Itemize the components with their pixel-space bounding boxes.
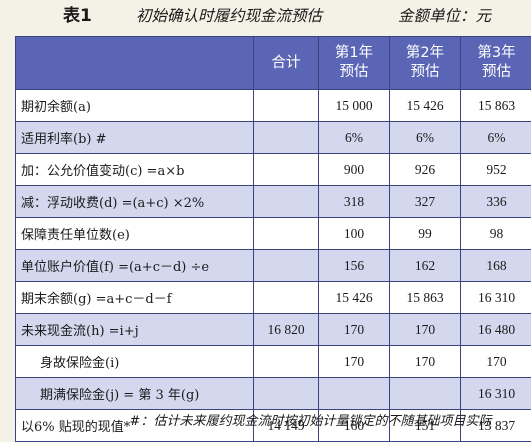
header-row: 合计 第1年 预估 第2年 预估 第3年 预估 xyxy=(16,37,531,90)
cell-year2: 327 xyxy=(390,186,461,218)
cell-year3: 170 xyxy=(461,346,531,378)
cell-year1: 156 xyxy=(319,250,390,282)
cell-year2: 162 xyxy=(390,250,461,282)
row-label: 减：浮动收费(d) =(a+c) ×2% xyxy=(16,186,254,218)
footnote: #：估计未来履约现金流时按初始计量锁定的不随基础项目实际 xyxy=(0,410,531,429)
table-row: 期满保险金(j) = 第 3 年(g) 16 310 xyxy=(16,378,531,410)
row-label: 期初余额(a) xyxy=(16,90,254,122)
cell-year1: 6% xyxy=(319,122,390,154)
cell-year2: 926 xyxy=(390,154,461,186)
cell-year3: 16 480 xyxy=(461,314,531,346)
cell-total xyxy=(254,122,319,154)
cell-year3: 336 xyxy=(461,186,531,218)
row-label: 期末余额(g) =a+c－d－f xyxy=(16,282,254,314)
cell-year2: 15 863 xyxy=(390,282,461,314)
row-label: 适用利率(b) # xyxy=(16,122,254,154)
cell-year3: 6% xyxy=(461,122,531,154)
cell-total xyxy=(254,346,319,378)
cell-year3: 16 310 xyxy=(461,378,531,410)
table-title: 初始确认时履约现金流预估 xyxy=(136,0,322,32)
row-label: 单位账户价值(f) =(a+c－d) ÷e xyxy=(16,250,254,282)
cell-year2: 99 xyxy=(390,218,461,250)
cell-total xyxy=(254,154,319,186)
cell-year1 xyxy=(319,378,390,410)
cell-year3: 952 xyxy=(461,154,531,186)
cell-year3: 168 xyxy=(461,250,531,282)
cell-total xyxy=(254,90,319,122)
row-label: 期满保险金(j) = 第 3 年(g) xyxy=(16,378,254,410)
cell-year3: 16 310 xyxy=(461,282,531,314)
cell-total xyxy=(254,282,319,314)
cell-year2: 170 xyxy=(390,314,461,346)
cell-year2: 170 xyxy=(390,346,461,378)
table-caption: 表1 初始确认时履约现金流预估 金额单位：元 xyxy=(0,0,531,32)
cell-total xyxy=(254,250,319,282)
table-row: 适用利率(b) #6%6%6% xyxy=(16,122,531,154)
header-total: 合计 xyxy=(254,37,319,90)
header-year1: 第1年 预估 xyxy=(319,37,390,90)
header-year2: 第2年 预估 xyxy=(390,37,461,90)
row-label: 未来现金流(h) =i+j xyxy=(16,314,254,346)
cell-year2: 6% xyxy=(390,122,461,154)
amount-unit: 金额单位：元 xyxy=(398,0,491,32)
row-label: 保障责任单位数(e) xyxy=(16,218,254,250)
row-label: 加：公允价值变动(c) =a×b xyxy=(16,154,254,186)
cell-total xyxy=(254,186,319,218)
cell-year2: 15 426 xyxy=(390,90,461,122)
header-year3: 第3年 预估 xyxy=(461,37,531,90)
table-number: 表1 xyxy=(63,0,92,32)
cell-total xyxy=(254,378,319,410)
row-label: 身故保险金(i) xyxy=(16,346,254,378)
cell-total xyxy=(254,218,319,250)
cell-year3: 98 xyxy=(461,218,531,250)
cell-year1: 15 426 xyxy=(319,282,390,314)
cell-year1: 170 xyxy=(319,346,390,378)
cell-year3: 15 863 xyxy=(461,90,531,122)
cell-year1: 318 xyxy=(319,186,390,218)
cell-year2 xyxy=(390,378,461,410)
cell-year1: 15 000 xyxy=(319,90,390,122)
cell-total: 16 820 xyxy=(254,314,319,346)
cell-year1: 100 xyxy=(319,218,390,250)
cell-year1: 170 xyxy=(319,314,390,346)
header-blank-cell xyxy=(16,37,254,90)
cell-year1: 900 xyxy=(319,154,390,186)
